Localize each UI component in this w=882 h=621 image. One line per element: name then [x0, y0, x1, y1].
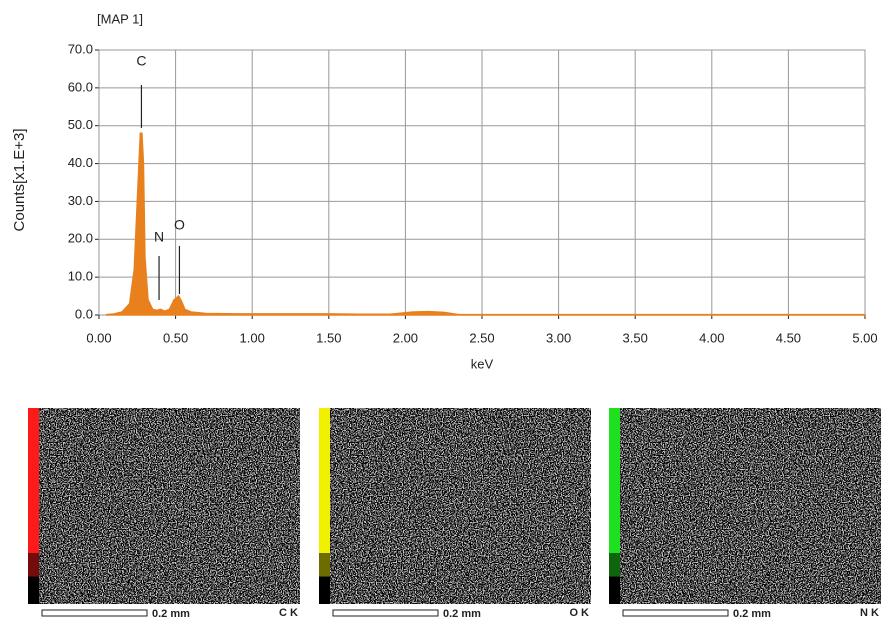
- color-scale: [28, 553, 39, 577]
- color-scale: [609, 408, 620, 554]
- scale-bar-label: 0.2 mm: [733, 608, 771, 620]
- y-tick-label: 10.0: [68, 269, 93, 284]
- map-signal: [39, 408, 300, 604]
- color-scale: [319, 553, 330, 577]
- peak-label: C: [136, 53, 146, 69]
- color-scale: [28, 408, 39, 554]
- map-signal: [330, 408, 591, 604]
- y-axis-label: Counts[x1.E+3]: [11, 129, 28, 232]
- x-axis-label: keV: [471, 356, 494, 371]
- scale-bar-label: 0.2 mm: [443, 608, 481, 620]
- y-tick-label: 60.0: [68, 79, 93, 94]
- scale-bar: [622, 609, 729, 617]
- x-tick-label: 2.50: [469, 330, 494, 345]
- x-tick-label: 1.00: [240, 330, 265, 345]
- scale-bar: [332, 609, 439, 617]
- color-scale: [609, 577, 620, 604]
- x-tick-label: 3.50: [623, 330, 648, 345]
- scale-bar-label: 0.2 mm: [152, 608, 190, 620]
- chart-title: [MAP 1]: [97, 11, 143, 26]
- peak-label: N: [154, 229, 164, 245]
- y-tick-label: 0.0: [75, 306, 93, 321]
- x-tick-label: 0.00: [86, 330, 111, 345]
- color-scale: [319, 408, 330, 554]
- map-label: C K: [279, 607, 298, 619]
- x-tick-label: 3.00: [546, 330, 571, 345]
- scale-bar: [41, 609, 148, 617]
- x-tick-label: 4.50: [776, 330, 801, 345]
- color-scale: [319, 577, 330, 604]
- y-tick-label: 20.0: [68, 231, 93, 246]
- x-tick-label: 2.00: [393, 330, 418, 345]
- x-tick-label: 5.00: [852, 330, 877, 345]
- peak-label: O: [174, 217, 185, 233]
- y-tick-label: 40.0: [68, 155, 93, 170]
- y-tick-label: 70.0: [68, 41, 93, 56]
- x-tick-label: 0.50: [163, 330, 188, 345]
- map-label: N K: [860, 607, 879, 619]
- y-tick-label: 50.0: [68, 117, 93, 132]
- map-label: O K: [569, 607, 589, 619]
- x-tick-label: 4.00: [699, 330, 724, 345]
- x-tick-label: 1.50: [316, 330, 341, 345]
- maps: 0.2 mm C K 0.2 mm O K 0.2 mm N K: [28, 408, 881, 620]
- color-scale: [28, 577, 39, 604]
- spectrum: [105, 132, 866, 316]
- map-signal: [620, 408, 881, 604]
- y-tick-label: 30.0: [68, 193, 93, 208]
- color-scale: [609, 553, 620, 577]
